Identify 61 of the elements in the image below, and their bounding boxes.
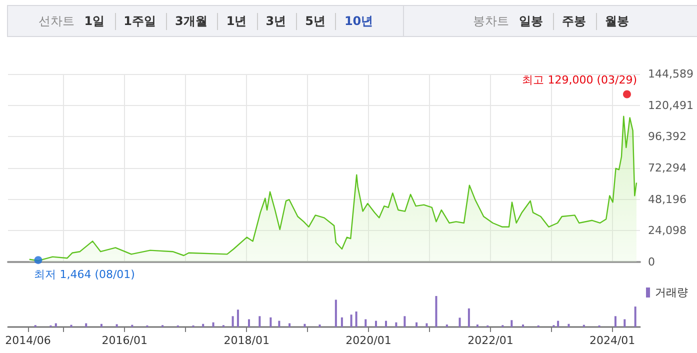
y-tick-label: 120,491 xyxy=(648,98,694,112)
bar xyxy=(395,322,398,327)
text: 1일 xyxy=(84,12,105,30)
x-tick-label: 2020/01 xyxy=(346,334,392,347)
bar xyxy=(232,316,234,327)
x-tick-label: 2016/01 xyxy=(102,334,148,347)
x-tick-label: 2014/06 xyxy=(5,334,51,347)
bar xyxy=(385,320,387,327)
bar xyxy=(435,296,438,327)
y-tick-label: 48,196 xyxy=(648,192,686,206)
bar xyxy=(85,323,88,327)
x-tick-label: 2022/01 xyxy=(468,334,514,347)
bar xyxy=(116,324,118,327)
bar xyxy=(458,318,461,327)
bar xyxy=(355,312,358,327)
bar xyxy=(624,319,626,327)
bar xyxy=(248,319,250,327)
x-tick-label: 2024/01 xyxy=(589,334,636,347)
text: 1주일 xyxy=(114,12,156,30)
bar xyxy=(614,316,616,327)
text: 10년 xyxy=(335,12,374,30)
bar xyxy=(404,316,406,327)
y-tick-label: 96,392 xyxy=(648,130,686,144)
text: 3개월 xyxy=(166,12,208,30)
bar xyxy=(100,324,102,327)
y-tick-label: 0 xyxy=(648,256,655,268)
bar xyxy=(54,323,57,327)
bar xyxy=(426,323,428,327)
bar xyxy=(557,320,560,327)
bar xyxy=(278,320,280,327)
bar xyxy=(350,314,352,327)
bar xyxy=(288,323,291,327)
annotation: 최저 1,464 (08/01) xyxy=(34,268,135,282)
bar xyxy=(304,324,306,327)
bar xyxy=(374,320,377,327)
bar xyxy=(416,322,418,327)
y-tick-label: 72,294 xyxy=(648,162,686,174)
bar xyxy=(236,310,239,327)
text: 선차트 xyxy=(38,12,74,30)
bar xyxy=(212,322,214,327)
text: 1년 xyxy=(217,12,247,30)
bar xyxy=(468,308,470,327)
bar xyxy=(258,316,261,327)
y-tick-label: 144,589 xyxy=(648,68,694,80)
y-tick-label: 24,098 xyxy=(648,224,686,238)
bar xyxy=(634,306,636,327)
bar xyxy=(270,317,272,327)
text: 일봉 xyxy=(519,12,544,30)
text: 봉차트 xyxy=(473,12,510,30)
bar xyxy=(334,300,337,327)
bar xyxy=(202,324,204,327)
bar xyxy=(364,319,367,327)
text: 주봉 xyxy=(553,12,586,30)
legend-label: 거래량 xyxy=(655,286,688,299)
x-tick-label: 2018/01 xyxy=(224,334,270,347)
text: 5년 xyxy=(296,12,326,30)
text: 3년 xyxy=(256,12,286,30)
bar xyxy=(340,317,343,327)
bar xyxy=(568,324,570,327)
annotation: 최고 129,000 (03/29) xyxy=(522,73,637,86)
text: 월봉 xyxy=(596,12,630,30)
